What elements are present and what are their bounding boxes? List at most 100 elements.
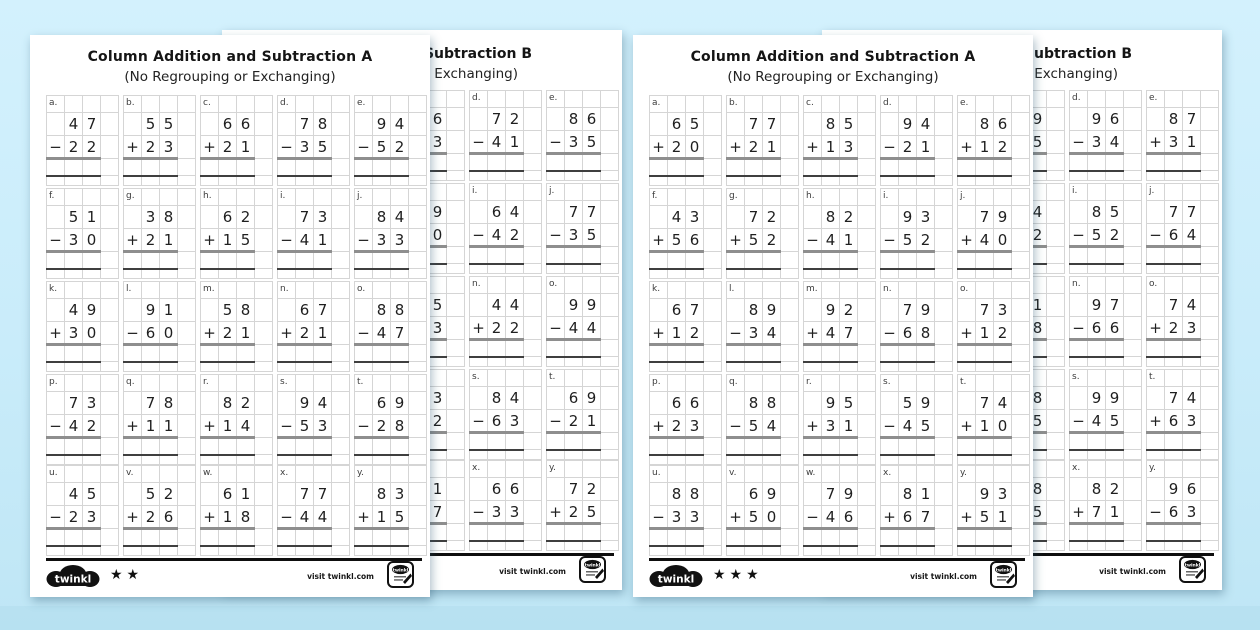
digit-cell: 9 — [917, 392, 935, 415]
working-line — [46, 454, 101, 456]
grid-cell — [506, 91, 524, 108]
visit-twinkl-text: visit twinkl.com — [307, 572, 374, 581]
grid-cell — [429, 247, 447, 264]
digit-cell: 9 — [822, 299, 840, 322]
squared-paper-grid: c. 6 6 +2 1 — [200, 95, 273, 186]
squared-paper-grid: s. 5 9−4 5 — [880, 374, 953, 465]
problem-label: b. — [727, 96, 745, 113]
working-line — [469, 540, 524, 542]
digit-cell: 4 — [822, 322, 840, 345]
grid-cell — [763, 438, 781, 455]
working-line — [803, 361, 858, 363]
twinkl-quality-badge: twinkl — [990, 561, 1017, 588]
grid-cell — [976, 269, 994, 279]
digit-cell: 3 — [142, 206, 160, 229]
grid-cell — [296, 176, 314, 186]
answer-line — [1146, 522, 1201, 525]
problem-label: h. — [804, 189, 822, 206]
working-line — [1069, 263, 1124, 265]
grid-cell — [1201, 277, 1219, 294]
page-subtitle-fragment: or Exchanging) — [416, 66, 518, 82]
digit-cell: 1 — [840, 415, 858, 438]
grid-cell — [1147, 478, 1165, 501]
answer-line — [726, 343, 781, 346]
squared-paper-grid: m. 5 8 +2 1 — [200, 281, 273, 372]
grid-cell — [409, 438, 427, 455]
grid-cell — [976, 529, 994, 546]
grid-cell — [101, 159, 119, 176]
grid-cell — [391, 159, 409, 176]
grid-cell — [1165, 184, 1183, 201]
working-line — [803, 175, 858, 177]
grid-cell — [804, 252, 822, 269]
grid-cell — [1047, 370, 1065, 387]
grid-cell — [763, 176, 781, 186]
grid-cell — [1201, 247, 1219, 264]
grid-cell — [1012, 176, 1030, 186]
digit-cell: 2 — [899, 136, 917, 159]
grid-cell — [83, 466, 101, 483]
grid-cell — [278, 299, 296, 322]
grid-cell — [1106, 154, 1124, 171]
grid-cell — [1047, 387, 1065, 410]
grid-cell — [1201, 317, 1219, 340]
digit-cell: 6 — [686, 392, 704, 415]
grid-cell — [391, 375, 409, 392]
grid-cell — [65, 362, 83, 372]
grid-cell — [355, 392, 373, 415]
grid-cell — [278, 269, 296, 279]
problem-label: i. — [881, 189, 899, 206]
grid-cell — [1201, 108, 1219, 131]
twinkl-quality-badge: twinkl — [387, 561, 414, 588]
answer-line — [46, 527, 101, 530]
digit-cell: 5 — [373, 136, 391, 159]
grid-cell — [524, 317, 542, 340]
grid-cell — [565, 461, 583, 478]
grid-cell — [881, 206, 899, 229]
digit-cell: 3 — [686, 206, 704, 229]
answer-line — [803, 343, 858, 346]
grid-cell — [1047, 357, 1065, 367]
grid-cell — [83, 96, 101, 113]
grid-cell — [1183, 277, 1201, 294]
twinkl-cloud-logo-svg: twinkl — [649, 565, 703, 587]
twinkl-quality-badge: twinkl — [1179, 556, 1206, 583]
grid-cell — [255, 282, 273, 299]
grid-cell — [935, 362, 953, 372]
grid-cell — [178, 252, 196, 269]
grid-cell — [101, 415, 119, 438]
grid-cell — [355, 438, 373, 455]
digit-cell: 9 — [763, 483, 781, 506]
answer-line — [803, 436, 858, 439]
digit-cell: 7 — [1165, 294, 1183, 317]
answer-line — [957, 250, 1012, 253]
digit-cell: 7 — [296, 483, 314, 506]
digit-cell: 9 — [391, 392, 409, 415]
digit-cell: 8 — [488, 387, 506, 410]
problem-v: v. 5 2 +2 6 — [123, 465, 196, 558]
problem-label: u. — [650, 466, 668, 483]
grid-cell — [565, 171, 583, 181]
grid-cell — [83, 362, 101, 372]
grid-cell — [1106, 357, 1124, 367]
grid-cell — [583, 264, 601, 274]
grid-cell — [547, 433, 565, 450]
grid-cell — [935, 375, 953, 392]
grid-cell — [1088, 184, 1106, 201]
problem-g: g. 3 8 +2 1 — [123, 188, 196, 281]
grid-cell — [524, 461, 542, 478]
grid-cell — [524, 340, 542, 357]
grid-cell — [1147, 387, 1165, 410]
grid-cell — [124, 345, 142, 362]
answer-line — [649, 343, 704, 346]
digit-cell: 6 — [565, 387, 583, 410]
working-line — [1146, 540, 1201, 542]
grid-cell — [332, 269, 350, 279]
squared-paper-grid: x. 8 2 +7 1 — [1069, 460, 1142, 551]
digit-cell: 5 — [745, 506, 763, 529]
problem-h: h. 6 2 +1 5 — [200, 188, 273, 281]
grid-cell — [160, 269, 178, 279]
grid-cell — [650, 392, 668, 415]
operator-cell: − — [547, 410, 565, 433]
grid-cell — [840, 176, 858, 186]
